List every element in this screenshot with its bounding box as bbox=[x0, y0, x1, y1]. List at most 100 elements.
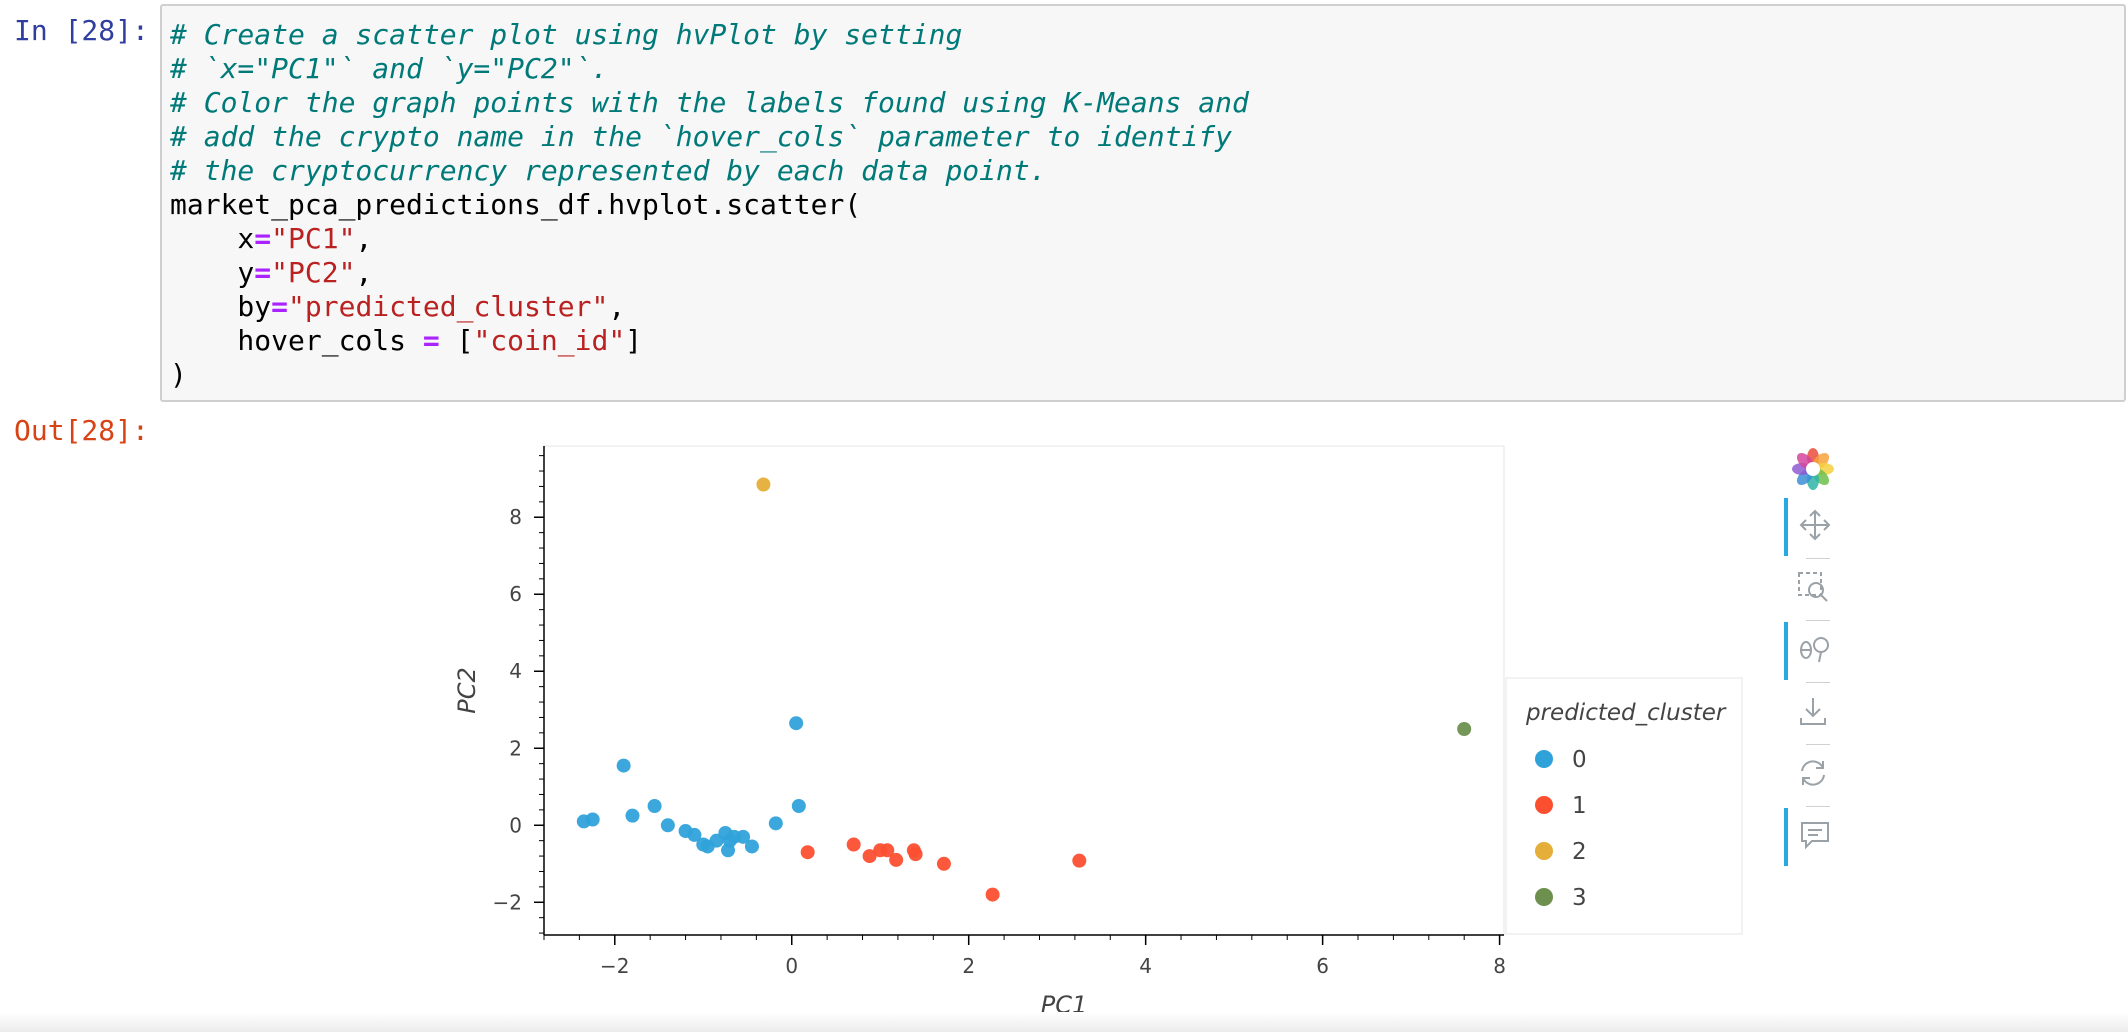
reset-icon bbox=[1796, 756, 1830, 795]
data-point-cluster-1[interactable] bbox=[846, 837, 861, 852]
code-line: # add the crypto name in the `hover_cols… bbox=[170, 120, 2124, 154]
code-line: # the cryptocurrency represented by each… bbox=[170, 154, 2124, 188]
data-point-cluster-1[interactable] bbox=[889, 852, 904, 867]
code-token: = bbox=[254, 256, 272, 289]
y-tick-label: 4 bbox=[509, 659, 522, 683]
toolbar-separator bbox=[1806, 682, 1830, 683]
pan-tool[interactable] bbox=[1784, 498, 1842, 556]
wheel-zoom-icon bbox=[1798, 632, 1832, 671]
data-point-cluster-0[interactable] bbox=[585, 812, 600, 827]
data-point-cluster-0[interactable] bbox=[616, 758, 631, 773]
hover-tool[interactable] bbox=[1784, 808, 1842, 866]
code-token: [ bbox=[439, 324, 474, 357]
y-tick-label: 6 bbox=[509, 582, 522, 606]
y-tick-label: 2 bbox=[509, 736, 522, 760]
code-line: # Create a scatter plot using hvPlot by … bbox=[170, 18, 2124, 52]
x-tick-label: 6 bbox=[1316, 954, 1329, 978]
code-token: = bbox=[271, 290, 289, 323]
code-token: "predicted_cluster" bbox=[288, 290, 609, 323]
move-arrows-icon bbox=[1798, 508, 1832, 547]
code-line: by="predicted_cluster", bbox=[170, 290, 2124, 324]
data-point-cluster-2[interactable] bbox=[756, 477, 771, 492]
data-point-cluster-0[interactable] bbox=[660, 818, 675, 833]
y-axis-label: PC2 bbox=[453, 667, 481, 714]
data-point-cluster-0[interactable] bbox=[625, 808, 640, 823]
code-token: "coin_id" bbox=[473, 324, 626, 357]
toolbar-separator bbox=[1806, 558, 1830, 559]
toolbar-separator bbox=[1806, 806, 1830, 807]
code-token: = bbox=[254, 222, 272, 255]
data-point-cluster-1[interactable] bbox=[862, 849, 877, 864]
code-token: , bbox=[355, 222, 373, 255]
toolbar-separator bbox=[1806, 620, 1830, 621]
data-point-cluster-0[interactable] bbox=[744, 839, 759, 854]
x-tick-label: 4 bbox=[1139, 954, 1152, 978]
code-token: market_pca_predictions_df.hvplot.scatter… bbox=[170, 188, 862, 221]
code-token: = bbox=[422, 324, 440, 357]
box-zoom-icon bbox=[1796, 570, 1830, 609]
reset-tool[interactable] bbox=[1784, 746, 1842, 804]
code-line: # `x="PC1"` and `y="PC2"`. bbox=[170, 52, 2124, 86]
download-icon bbox=[1796, 694, 1830, 733]
box-zoom-tool[interactable] bbox=[1784, 560, 1842, 618]
code-token: # the cryptocurrency represented by each… bbox=[170, 154, 1047, 187]
data-point-cluster-1[interactable] bbox=[880, 843, 895, 858]
data-point-cluster-1[interactable] bbox=[1072, 853, 1087, 868]
code-line: y="PC2", bbox=[170, 256, 2124, 290]
x-tick-label: 8 bbox=[1493, 954, 1506, 978]
input-prompt: In [28]: bbox=[14, 14, 149, 47]
data-point-cluster-0[interactable] bbox=[736, 829, 751, 844]
data-point-cluster-1[interactable] bbox=[800, 845, 815, 860]
data-point-cluster-0[interactable] bbox=[789, 716, 804, 731]
code-token: # Color the graph points with the labels… bbox=[170, 86, 1249, 119]
x-tick-label: 0 bbox=[785, 954, 798, 978]
y-tick-label: 0 bbox=[509, 813, 522, 837]
legend-marker-1[interactable] bbox=[1535, 796, 1553, 814]
toolbar-separator bbox=[1806, 744, 1830, 745]
y-tick-label: −2 bbox=[493, 890, 522, 914]
legend-marker-3[interactable] bbox=[1535, 888, 1553, 906]
data-point-cluster-0[interactable] bbox=[687, 827, 702, 842]
code-token: "PC2" bbox=[271, 256, 356, 289]
x-tick-label: −2 bbox=[600, 954, 629, 978]
legend-entry-label[interactable]: 1 bbox=[1572, 793, 1587, 819]
code-token: hover_cols bbox=[170, 324, 423, 357]
save-tool[interactable] bbox=[1784, 684, 1842, 742]
data-point-cluster-1[interactable] bbox=[985, 887, 1000, 902]
code-token: by bbox=[170, 290, 272, 323]
code-token: ] bbox=[625, 324, 643, 357]
code-line: # Color the graph points with the labels… bbox=[170, 86, 2124, 120]
plot-toolbar bbox=[1780, 440, 1850, 866]
code-token: # Create a scatter plot using hvPlot by … bbox=[170, 18, 963, 51]
data-point-cluster-3[interactable] bbox=[1457, 722, 1472, 737]
wheel-zoom-tool[interactable] bbox=[1784, 622, 1842, 680]
data-point-cluster-1[interactable] bbox=[936, 856, 951, 871]
code-token: ) bbox=[170, 358, 187, 391]
code-token: "PC1" bbox=[271, 222, 356, 255]
data-point-cluster-0[interactable] bbox=[647, 799, 662, 814]
y-tick-label: 8 bbox=[509, 505, 522, 529]
plot-frame bbox=[543, 445, 1505, 936]
legend-entry-label[interactable]: 2 bbox=[1572, 839, 1587, 865]
legend-entry-label[interactable]: 3 bbox=[1572, 885, 1587, 911]
comment-icon bbox=[1798, 818, 1832, 857]
code-token: # `x="PC1"` and `y="PC2"`. bbox=[170, 52, 609, 85]
data-point-cluster-0[interactable] bbox=[791, 799, 806, 814]
code-line: ) bbox=[170, 358, 2124, 392]
bokeh-logo-icon[interactable] bbox=[1784, 440, 1842, 498]
code-line: x="PC1", bbox=[170, 222, 2124, 256]
legend-marker-0[interactable] bbox=[1535, 750, 1553, 768]
x-tick-label: 2 bbox=[962, 954, 975, 978]
code-line: market_pca_predictions_df.hvplot.scatter… bbox=[170, 188, 2124, 222]
code-token: # add the crypto name in the `hover_cols… bbox=[170, 120, 1233, 153]
output-prompt: Out[28]: bbox=[14, 414, 149, 447]
code-cell[interactable]: # Create a scatter plot using hvPlot by … bbox=[160, 4, 2126, 402]
legend-entry-label[interactable]: 0 bbox=[1572, 747, 1587, 773]
window-bottom-edge bbox=[0, 1012, 2128, 1032]
legend-marker-2[interactable] bbox=[1535, 842, 1553, 860]
code-line: hover_cols = ["coin_id"] bbox=[170, 324, 2124, 358]
legend-title: predicted_cluster bbox=[1525, 700, 1727, 726]
data-point-cluster-0[interactable] bbox=[768, 816, 783, 831]
data-point-cluster-1[interactable] bbox=[908, 847, 923, 862]
